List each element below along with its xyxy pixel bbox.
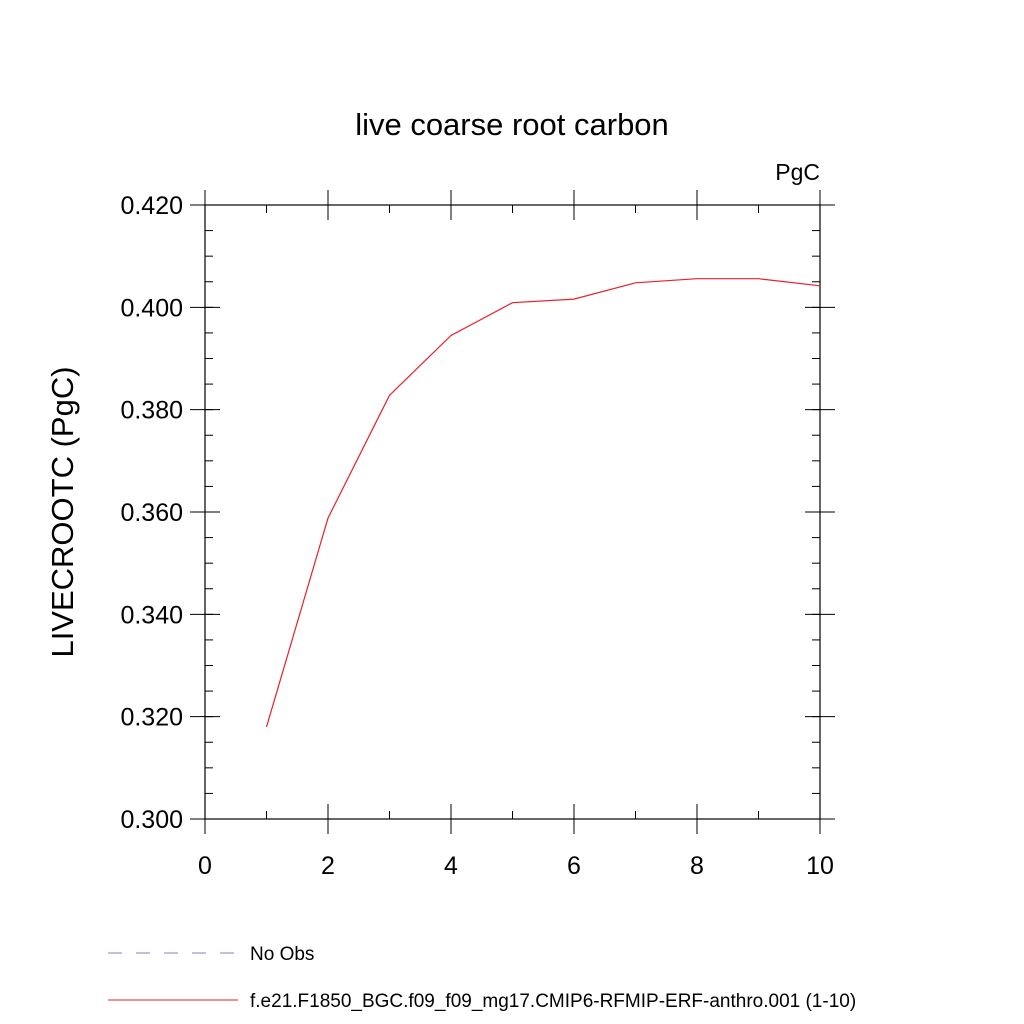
legend-label-series: f.e21.F1850_BGC.f09_f09_mg17.CMIP6-RFMIP…	[250, 991, 856, 1012]
units-label: PgC	[775, 159, 820, 185]
y-tick-label: 0.360	[120, 499, 183, 527]
x-tick-label: 2	[321, 852, 335, 880]
x-tick-label: 10	[806, 852, 834, 880]
minor-ticks	[204, 204, 821, 820]
y-tick-label: 0.400	[120, 294, 183, 322]
y-tick-label: 0.380	[120, 397, 183, 425]
x-tick-label: 8	[690, 852, 704, 880]
x-tick-label: 6	[567, 852, 581, 880]
x-tick-label: 0	[198, 852, 212, 880]
y-tick-label: 0.300	[120, 806, 183, 834]
plot-frame	[204, 204, 821, 820]
series-line	[265, 278, 821, 728]
y-tick-label: 0.340	[120, 601, 183, 629]
legend: No Obs f.e21.F1850_BGC.f09_f09_mg17.CMIP…	[108, 944, 856, 1012]
y-axis-ticks: 0.300 0.320 0.340 0.360 0.380 0.400 0.420	[120, 192, 835, 834]
x-axis-ticks: 0 2 4 6 8 10	[198, 190, 834, 880]
y-axis-label: LIVECROOTC (PgC)	[45, 366, 80, 657]
y-tick-label: 0.320	[120, 704, 183, 732]
y-tick-label: 0.420	[120, 192, 183, 220]
series-layer	[265, 278, 821, 728]
x-tick-label: 4	[444, 852, 458, 880]
legend-label-no-obs: No Obs	[250, 944, 314, 965]
chart-title: live coarse root carbon	[355, 107, 669, 142]
